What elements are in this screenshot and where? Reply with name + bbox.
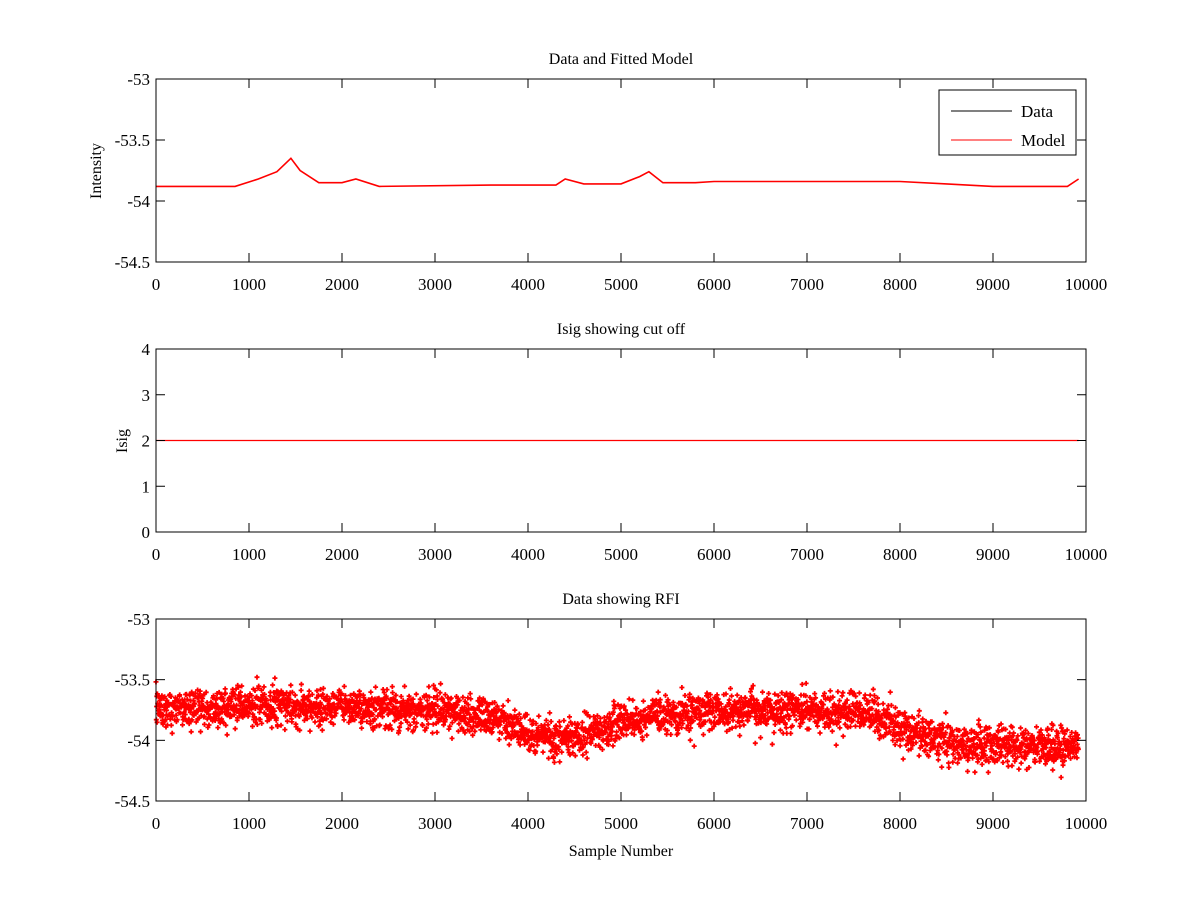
panel-title: Isig showing cut off: [557, 321, 686, 338]
x-tick-label: 9000: [976, 814, 1010, 833]
x-tick-label: 6000: [697, 275, 731, 294]
x-tick-label: 5000: [604, 814, 638, 833]
x-tick-label: 1000: [232, 545, 266, 564]
x-tick-label: 5000: [604, 545, 638, 564]
axes-frame: 0 1000 2000 3000 4000 5000 6000 7000 8000 9000 100…: [115, 610, 1108, 833]
series-model: [156, 157, 1080, 188]
y-tick-label: 0: [142, 523, 151, 542]
y-tick-label: -53: [127, 70, 150, 89]
y-tick-label: -53.5: [115, 131, 150, 150]
x-tick-label: 0: [152, 545, 161, 564]
y-axis-label: Intensity: [88, 143, 105, 199]
legend-box: [938, 89, 1077, 156]
plot-area: [156, 439, 1079, 442]
x-tick-label: 1000: [232, 814, 266, 833]
panel-isig-cutoff: Isig showing cut off Isig 0 1000 2000 3000 4…: [114, 321, 1108, 564]
x-tick-label: 0: [152, 275, 161, 294]
panel-data-rfi: Data showing RFI Sample Number 0 1000 2000…: [115, 591, 1108, 860]
x-tick-label: 2000: [325, 275, 359, 294]
x-tick-label: 9000: [976, 275, 1010, 294]
x-tick-label: 1000: [232, 275, 266, 294]
axes-frame: 0 1000 2000 3000 4000 5000 6000 7000 8000 9000 100…: [115, 70, 1108, 294]
x-tick-label: 10000: [1065, 545, 1108, 564]
y-tick-label: -54.5: [115, 792, 150, 811]
panel-title: Data showing RFI: [562, 591, 679, 608]
axes-frame: 0 1000 2000 3000 4000 5000 6000 7000 8000 9000 100…: [142, 340, 1108, 564]
x-axis-label: Sample Number: [569, 843, 674, 860]
x-tick-label: 7000: [790, 545, 824, 564]
x-tick-label: 6000: [697, 545, 731, 564]
y-tick-label: -53.5: [115, 671, 150, 690]
legend-label-data: Data: [1021, 102, 1054, 121]
y-tick-label: 2: [142, 432, 151, 451]
x-tick-label: 10000: [1065, 814, 1108, 833]
x-tick-label: 8000: [883, 814, 917, 833]
x-tick-label: 3000: [418, 275, 452, 294]
x-tick-label: 5000: [604, 275, 638, 294]
x-tick-label: 0: [152, 814, 161, 833]
panel-data-and-model: Data and Fitted Model Intensity 0 1000 200…: [88, 51, 1108, 294]
x-tick-label: 8000: [883, 275, 917, 294]
y-tick-label: 1: [142, 477, 151, 496]
y-tick-label: 4: [142, 340, 151, 359]
x-tick-label: 3000: [418, 814, 452, 833]
legend: Data Model: [938, 89, 1077, 156]
legend-label-model: Model: [1021, 131, 1066, 150]
y-tick-label: -54: [127, 192, 150, 211]
plot-area: [156, 157, 1080, 188]
y-tick-label: -54.5: [115, 253, 150, 272]
x-tick-label: 10000: [1065, 275, 1108, 294]
x-tick-label: 2000: [325, 814, 359, 833]
x-tick-label: 4000: [511, 275, 545, 294]
x-tick-label: 7000: [790, 275, 824, 294]
y-axis-label: Isig: [114, 429, 131, 453]
x-tick-label: 4000: [511, 545, 545, 564]
x-tick-label: 7000: [790, 814, 824, 833]
x-tick-label: 2000: [325, 545, 359, 564]
y-tick-label: 3: [142, 386, 151, 405]
x-tick-label: 3000: [418, 545, 452, 564]
x-tick-label: 6000: [697, 814, 731, 833]
y-tick-label: -54: [127, 731, 150, 750]
x-tick-label: 8000: [883, 545, 917, 564]
y-tick-label: -53: [127, 610, 150, 629]
series-line: [156, 157, 1080, 188]
panel-title: Data and Fitted Model: [549, 51, 694, 68]
x-tick-label: 4000: [511, 814, 545, 833]
x-tick-label: 9000: [976, 545, 1010, 564]
